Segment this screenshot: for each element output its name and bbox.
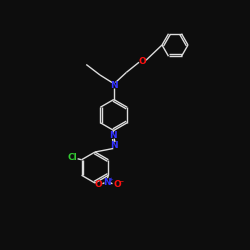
Text: N: N xyxy=(110,80,118,90)
Text: O: O xyxy=(94,180,102,189)
Text: +: + xyxy=(108,176,113,182)
Text: Cl: Cl xyxy=(67,153,77,162)
Text: N: N xyxy=(109,132,116,140)
Text: N: N xyxy=(104,178,111,187)
Text: −: − xyxy=(118,178,123,184)
Text: N: N xyxy=(110,141,118,150)
Text: O: O xyxy=(113,180,121,189)
Text: O: O xyxy=(138,57,146,66)
